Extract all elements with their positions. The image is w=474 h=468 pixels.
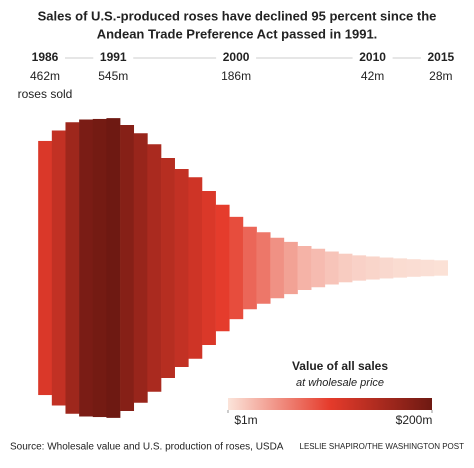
x-tick-label: 1986 bbox=[32, 50, 59, 64]
value-label: 545m bbox=[98, 69, 128, 83]
bar bbox=[133, 133, 148, 403]
x-tick-label: 2015 bbox=[427, 50, 454, 64]
bar bbox=[38, 140, 53, 396]
legend-tick-label: $200m bbox=[396, 413, 433, 427]
bar bbox=[283, 241, 298, 295]
bar bbox=[147, 144, 162, 392]
legend-title: Value of all sales bbox=[292, 359, 388, 373]
bar bbox=[161, 158, 175, 378]
x-tick-label: 2010 bbox=[359, 50, 386, 64]
chart-title: Andean Trade Preference Act passed in 19… bbox=[97, 26, 378, 41]
value-label: 42m bbox=[361, 69, 384, 83]
bar bbox=[51, 130, 66, 406]
value-note: roses sold bbox=[18, 87, 73, 101]
bar bbox=[106, 118, 121, 418]
bar bbox=[242, 226, 257, 310]
bar bbox=[365, 256, 380, 280]
bar bbox=[79, 119, 94, 417]
bar bbox=[352, 255, 367, 281]
source: Source: Wholesale value and U.S. product… bbox=[10, 442, 284, 453]
value-label: 186m bbox=[221, 69, 251, 83]
bar bbox=[229, 216, 244, 320]
bar bbox=[406, 259, 421, 277]
bar bbox=[338, 253, 353, 283]
bar bbox=[174, 169, 189, 367]
x-tick-label: 2000 bbox=[223, 50, 250, 64]
bar bbox=[311, 248, 326, 288]
credit: LESLIE SHAPIRO/THE WASHINGTON POST bbox=[300, 442, 465, 451]
bar bbox=[420, 259, 435, 277]
bar bbox=[379, 257, 394, 279]
legend-subtitle: at wholesale price bbox=[296, 377, 384, 389]
bar bbox=[256, 232, 271, 304]
legend-tick-label: $1m bbox=[234, 413, 257, 427]
x-tick-label: 1991 bbox=[100, 50, 127, 64]
bar bbox=[92, 118, 107, 418]
chart-title: Sales of U.S.-produced roses have declin… bbox=[38, 8, 437, 23]
bar bbox=[65, 122, 80, 414]
bar bbox=[297, 246, 312, 290]
bar bbox=[201, 191, 216, 345]
bar bbox=[434, 260, 448, 276]
value-label: 462m bbox=[30, 69, 60, 83]
bar bbox=[393, 258, 408, 278]
bar bbox=[120, 125, 135, 411]
bar bbox=[270, 237, 285, 299]
bar bbox=[324, 251, 339, 285]
bar bbox=[215, 204, 230, 332]
bar bbox=[188, 177, 203, 359]
value-label: 28m bbox=[429, 69, 452, 83]
legend-gradient bbox=[228, 398, 432, 410]
